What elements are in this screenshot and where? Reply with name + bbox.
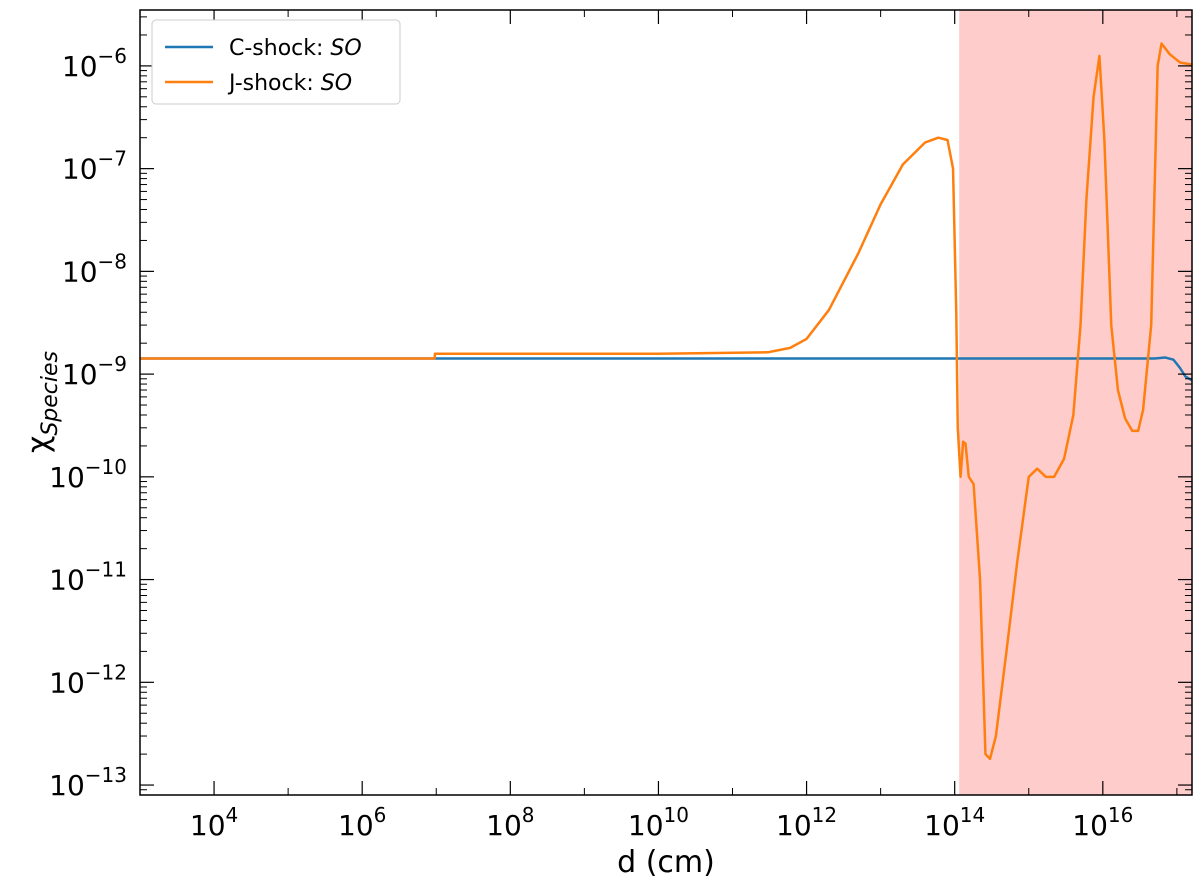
x-tick-label: 1010 — [628, 803, 689, 842]
y-ticks: 10−13 10−12 10−11 10−10 10−9 10−8 10−7 10−6 — [49, 16, 1192, 802]
y-tick-label: 10−8 — [62, 249, 127, 288]
y-tick-label: 10−12 — [49, 660, 127, 699]
x-tick-label: 106 — [338, 803, 386, 842]
legend-label-c-shock: C-shock: SO — [229, 36, 362, 61]
x-tick-label: 1016 — [1072, 803, 1133, 842]
y-tick-label: 10−10 — [49, 455, 127, 494]
y-axis-label-subscript: Species — [38, 351, 63, 436]
y-tick-label: 10−11 — [49, 558, 127, 597]
series-line-j-shock — [140, 42, 1193, 761]
legend: C-shock: SO J-shock: SO — [151, 19, 401, 105]
series-layer — [140, 42, 1193, 761]
x-tick-label: 1012 — [776, 803, 837, 842]
x-axis-label: d (cm) — [617, 845, 715, 880]
y-tick-label: 10−9 — [62, 352, 127, 391]
y-axis-label: χSpecies — [21, 351, 63, 453]
x-ticks: 104 106 108 1010 1012 1014 1016 — [139, 10, 1178, 842]
x-tick-label: 104 — [190, 803, 238, 842]
series-line-c-shock — [140, 356, 1193, 382]
y-tick-label: 10−7 — [62, 147, 127, 186]
x-tick-label: 1014 — [924, 803, 985, 842]
legend-box — [151, 19, 401, 105]
y-tick-label: 10−13 — [49, 763, 127, 802]
y-tick-label: 10−6 — [62, 44, 127, 83]
plot-frame — [139, 9, 1193, 796]
legend-label-j-shock: J-shock: SO — [227, 71, 352, 96]
x-tick-label: 108 — [486, 803, 534, 842]
